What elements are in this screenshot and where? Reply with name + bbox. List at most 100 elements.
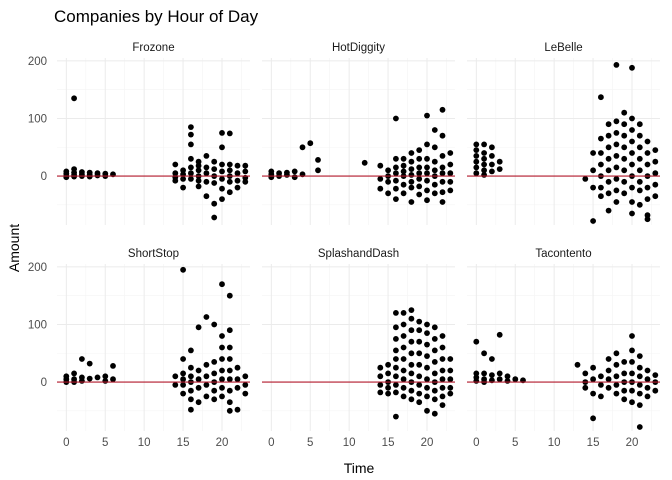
data-point	[629, 387, 635, 394]
data-point	[242, 168, 249, 175]
data-point	[644, 216, 651, 223]
data-point	[431, 336, 438, 342]
data-point	[408, 158, 415, 165]
data-point	[431, 190, 438, 197]
data-point	[180, 390, 187, 397]
data-point	[172, 382, 179, 388]
data-point	[613, 141, 620, 148]
data-point	[416, 183, 423, 190]
data-point	[400, 155, 407, 162]
data-point	[195, 158, 202, 165]
data-point	[605, 356, 612, 362]
data-point	[481, 172, 487, 178]
data-point	[188, 155, 194, 162]
data-point	[195, 162, 202, 169]
data-point	[652, 193, 659, 200]
data-point	[613, 153, 620, 159]
data-point	[613, 382, 620, 388]
data-point	[489, 168, 495, 175]
data-point	[416, 361, 423, 368]
data-point	[613, 199, 620, 205]
data-point	[219, 281, 225, 288]
x-tick-label: 20	[216, 437, 229, 449]
data-point	[416, 390, 423, 397]
data-point	[195, 183, 202, 190]
data-point	[219, 196, 225, 203]
y-tick-label: 100	[28, 319, 47, 331]
data-point	[307, 140, 314, 147]
data-point	[211, 214, 218, 221]
data-point	[424, 341, 430, 348]
data-point	[424, 155, 430, 162]
data-point	[439, 164, 446, 171]
data-point	[481, 155, 487, 162]
data-point	[636, 167, 643, 174]
data-point	[424, 197, 430, 204]
data-point	[447, 187, 454, 194]
data-point	[86, 375, 93, 382]
data-point	[424, 321, 430, 328]
data-point	[439, 356, 446, 362]
data-point	[219, 168, 225, 175]
data-point	[79, 378, 85, 384]
data-point	[447, 356, 454, 362]
data-point	[621, 144, 628, 151]
data-point	[431, 181, 438, 188]
facet-panel-shortstop: ShortStop 0 100 200 0 5 10 15 20	[28, 248, 250, 449]
data-point	[180, 184, 187, 191]
data-point	[439, 376, 446, 383]
data-point	[226, 161, 233, 168]
data-point	[473, 153, 480, 159]
data-point	[63, 174, 70, 181]
data-point	[431, 158, 438, 165]
data-point	[195, 324, 202, 331]
data-point	[377, 389, 384, 396]
facet-panel-lebelle: LeBelle	[467, 42, 660, 225]
data-point	[408, 338, 415, 345]
data-point	[211, 396, 218, 403]
data-point	[590, 184, 596, 191]
data-point	[393, 389, 399, 396]
data-point	[385, 384, 391, 391]
data-point	[203, 193, 210, 200]
data-point	[393, 382, 399, 388]
data-point	[629, 210, 635, 217]
data-point	[481, 141, 487, 148]
data-point	[385, 361, 391, 368]
data-point	[188, 406, 194, 413]
data-point	[180, 176, 187, 182]
data-point	[504, 373, 511, 380]
data-point	[621, 370, 628, 377]
data-point	[621, 387, 628, 394]
data-point	[605, 178, 612, 185]
data-point	[400, 168, 407, 175]
data-point	[400, 393, 407, 400]
data-point	[226, 178, 233, 185]
data-point	[652, 181, 659, 188]
data-point	[652, 372, 659, 378]
data-point	[416, 350, 423, 357]
data-point	[195, 177, 202, 184]
x-tick-label: 10	[343, 437, 356, 449]
data-point	[424, 364, 430, 371]
data-point	[188, 141, 194, 148]
data-point	[211, 321, 218, 328]
data-point	[219, 356, 225, 362]
data-point	[408, 307, 415, 313]
facet-strip-label: HotDiggity	[332, 42, 385, 54]
data-point	[481, 150, 487, 156]
data-point	[94, 172, 101, 179]
data-point	[636, 373, 643, 380]
data-point	[188, 373, 194, 380]
data-point	[393, 310, 399, 316]
data-point	[408, 327, 415, 334]
data-point	[613, 361, 620, 368]
x-tick-label: 15	[382, 437, 395, 449]
data-point	[447, 390, 454, 397]
data-point	[242, 373, 249, 380]
data-point	[431, 410, 438, 417]
data-point	[234, 162, 241, 169]
data-point	[605, 384, 612, 391]
data-point	[195, 367, 202, 374]
data-point	[636, 424, 643, 430]
